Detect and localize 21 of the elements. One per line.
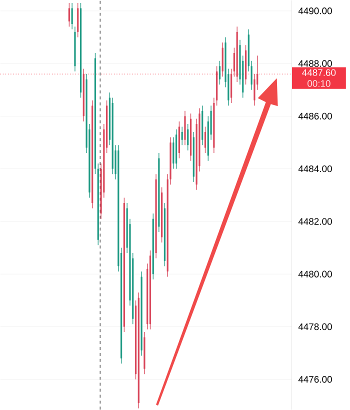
y-tick-label: 4476.00 <box>298 376 332 383</box>
y-tick-label: 4482.00 <box>298 218 332 225</box>
ref-line-label: 4487.60 <box>302 69 336 76</box>
text: 00:10 <box>308 80 331 87</box>
y-tick-label: 4480.00 <box>298 270 332 278</box>
y-tick-label: 4488.00 <box>298 60 332 67</box>
y-tick-label: 4490.00 <box>298 8 332 14</box>
candlestick <box>77 2 79 38</box>
candlestick <box>222 42 224 78</box>
y-tick-label: 4478.00 <box>298 323 332 330</box>
candlestick <box>219 60 221 85</box>
y-tick-label: 4484.00 <box>298 165 332 172</box>
candlestick <box>71 2 74 30</box>
y-tick-label: 4486.00 <box>298 112 332 120</box>
candlestick <box>184 110 186 146</box>
candlestick <box>204 126 206 154</box>
candlestick <box>181 126 184 146</box>
candlestick <box>68 2 70 28</box>
candlestick <box>187 124 189 151</box>
candlestick <box>230 68 232 104</box>
candlestick <box>172 136 174 170</box>
